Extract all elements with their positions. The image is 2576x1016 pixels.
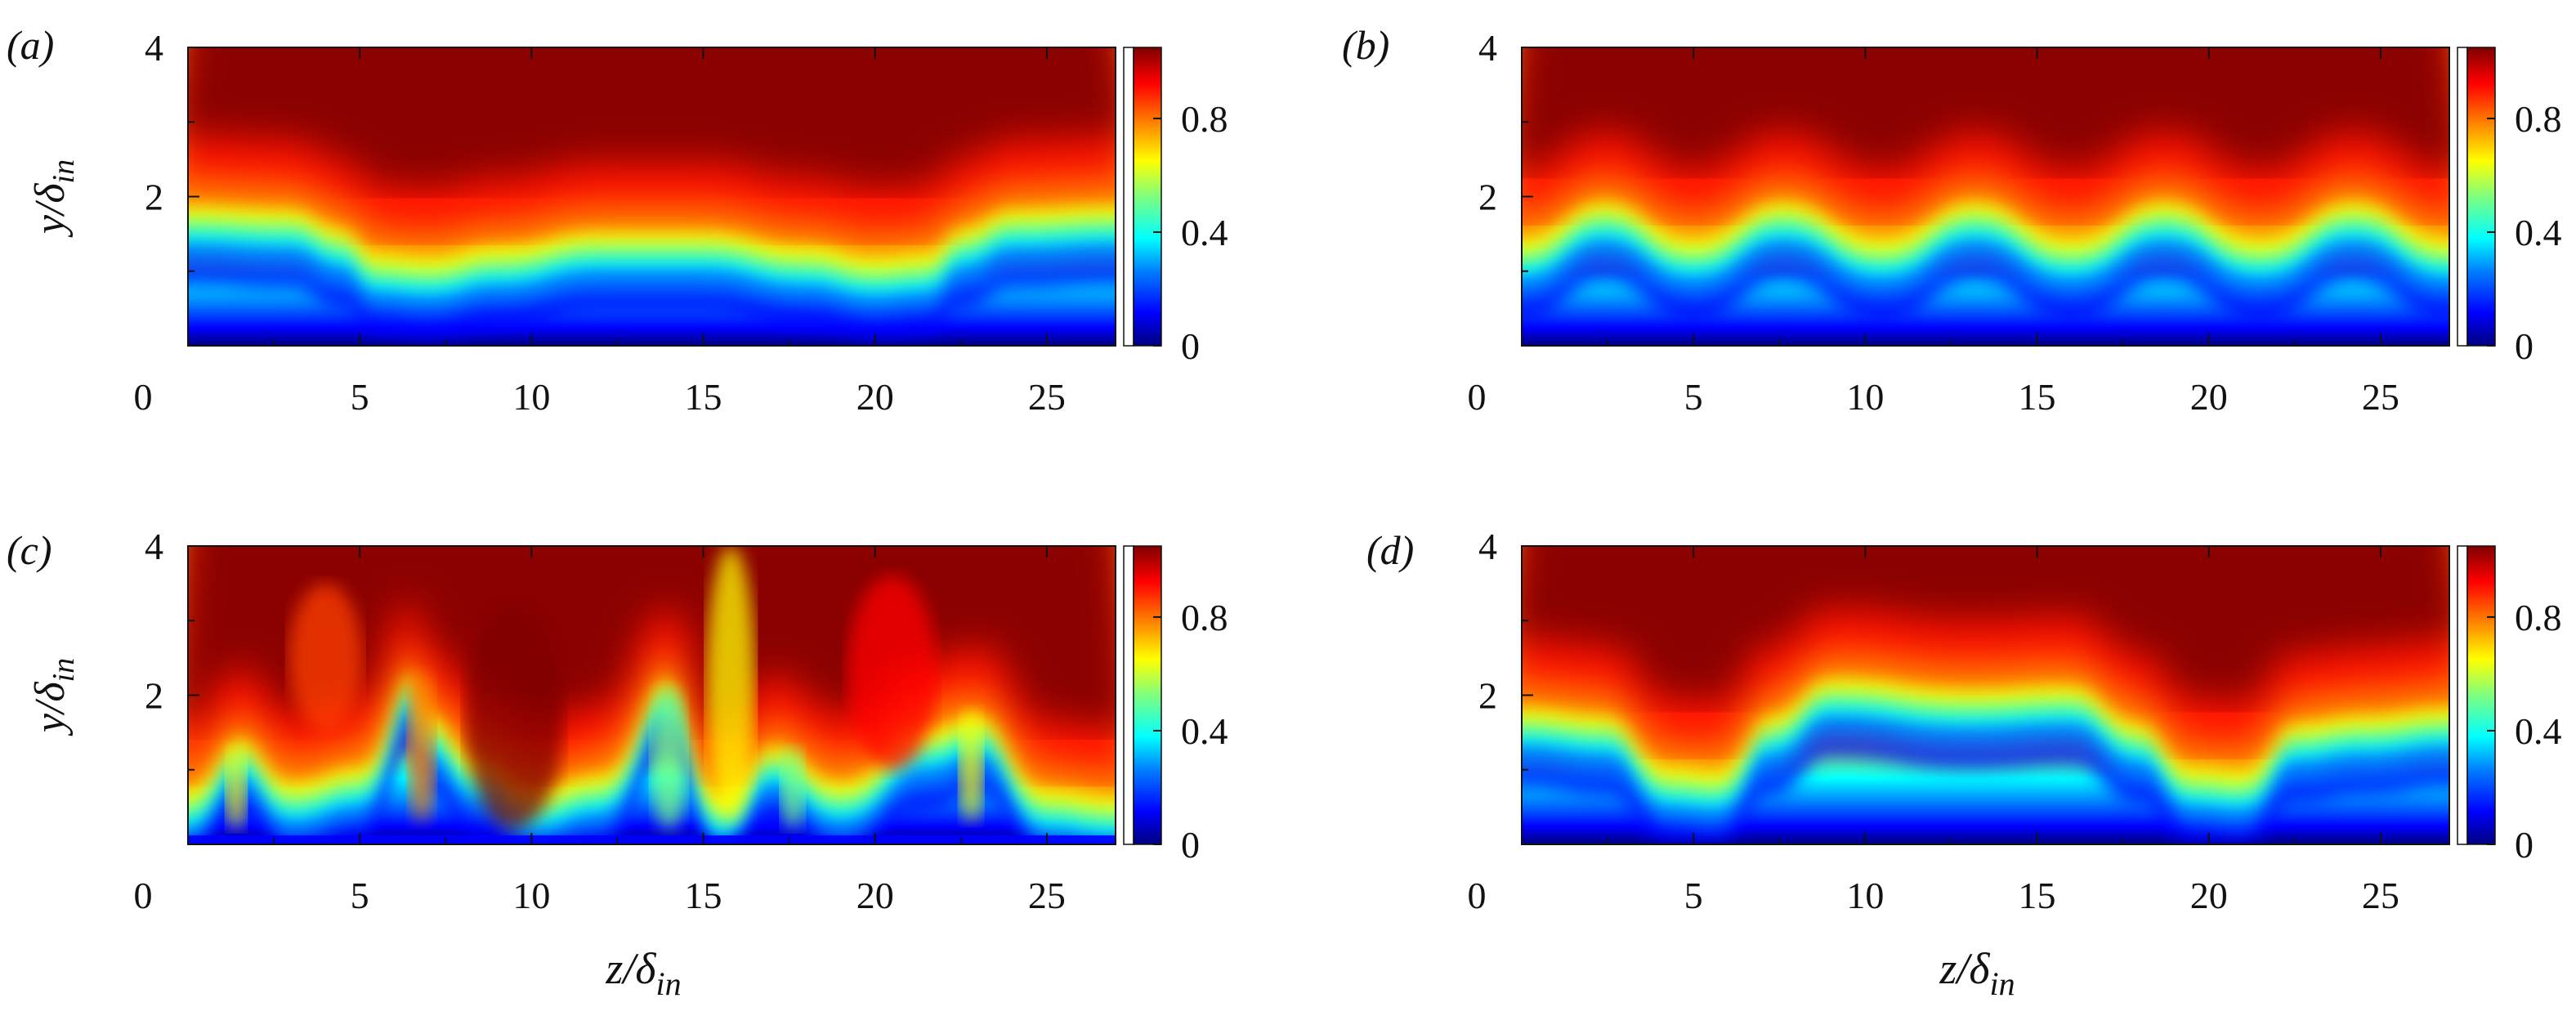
y-tick-label: 4 — [145, 526, 163, 567]
colorbar: 0.8 0.4 0 — [2457, 47, 2562, 367]
turbulent-streak — [959, 709, 984, 822]
x-tick-label: 25 — [2362, 376, 2399, 418]
x-tick-label: 10 — [1846, 875, 1884, 916]
colorbar: 0.8 0.4 0 — [1123, 47, 1228, 367]
x-tick-label: 10 — [1846, 376, 1884, 418]
wall-layer — [188, 835, 1116, 844]
panel-d: 0 5 10 15 20 25 4 2 0.8 0.4 0 (d) z/δin — [1366, 526, 2562, 1002]
x-tick-label: 25 — [1028, 875, 1066, 916]
y-tick-label: 4 — [1478, 27, 1497, 69]
turbulent-streak — [288, 583, 363, 733]
colorbar-gap — [2457, 47, 2468, 347]
colorbar-strip — [2466, 47, 2496, 347]
heatmap-field — [1522, 47, 2449, 346]
x-tick-label: 5 — [1684, 875, 1703, 916]
turbulent-streak — [780, 747, 805, 830]
x-tick-label: 20 — [856, 875, 894, 916]
y-tick-label: 2 — [1478, 675, 1497, 717]
x-tick-label: 5 — [351, 875, 369, 916]
x-tick-label: 15 — [685, 376, 722, 418]
y-axis-label: y/δin — [27, 658, 81, 736]
y-tick-label: 2 — [145, 675, 163, 717]
y-tick-label: 2 — [1478, 177, 1497, 218]
x-tick-label: 15 — [2019, 376, 2056, 418]
panel-label: (a) — [7, 22, 54, 68]
colorbar-gap — [1123, 47, 1134, 347]
y-tick-label: 4 — [145, 27, 163, 69]
colorbar-tick-label: 0.4 — [1181, 710, 1228, 752]
x-tick-label: 20 — [2190, 875, 2228, 916]
turbulent-streak — [847, 575, 937, 770]
colorbar-strip — [1133, 545, 1162, 845]
colorbar: 0.8 0.4 0 — [2457, 545, 2562, 866]
x-tick-label: 20 — [2190, 376, 2228, 418]
y-tick-label: 4 — [1478, 526, 1497, 567]
colorbar-tick-label: 0.8 — [1181, 597, 1228, 638]
colorbar-gap — [2457, 545, 2468, 845]
colorbar-strip — [1133, 47, 1162, 347]
x-tick-label: 5 — [1684, 376, 1703, 418]
panel-a: 0 5 10 15 20 25 4 2 0.8 0.4 0 (a) y/δin — [7, 22, 1228, 418]
turbulent-streak — [407, 673, 436, 822]
x-tick-label: 15 — [685, 875, 722, 916]
colorbar-tick-label: 0 — [1181, 824, 1200, 866]
x-axis-label: z/δin — [605, 944, 681, 1002]
colorbar-tick-label: 0.8 — [1181, 98, 1228, 140]
x-tick-label: 0 — [1468, 376, 1487, 418]
heatmap-field — [1522, 546, 2449, 844]
x-axis-label: z/δin — [1939, 944, 2015, 1002]
y-tick-label: 2 — [145, 177, 163, 218]
iso-band — [1522, 546, 2449, 703]
colorbar: 0.8 0.4 0 — [1123, 545, 1228, 866]
colorbar-tick-label: 0.4 — [1181, 212, 1228, 253]
x-tick-label: 25 — [2362, 875, 2399, 916]
x-tick-label: 15 — [2019, 875, 2056, 916]
x-tick-label: 0 — [134, 875, 153, 916]
colorbar-tick-label: 0.4 — [2515, 710, 2562, 752]
x-tick-label: 25 — [1028, 376, 1066, 418]
colorbar-tick-label: 0 — [2515, 824, 2534, 866]
x-tick-label: 0 — [1468, 875, 1487, 916]
panel-label: (d) — [1366, 527, 1414, 573]
turbulent-streak — [465, 606, 564, 830]
colorbar-gap — [1123, 545, 1134, 845]
panel-label: (b) — [1342, 22, 1389, 68]
panel-label: (c) — [7, 527, 52, 573]
x-tick-label: 10 — [512, 376, 550, 418]
colorbar-tick-label: 0 — [2515, 325, 2534, 367]
y-axis-label: y/δin — [27, 159, 81, 238]
x-tick-label: 0 — [134, 376, 153, 418]
colorbar-tick-label: 0.4 — [2515, 212, 2562, 253]
iso-band — [188, 47, 1116, 190]
turbulent-streak — [225, 747, 247, 830]
panel-b: 0 5 10 15 20 25 4 2 0.8 0.4 0 (b) — [1342, 22, 2562, 418]
panel-c: 0 5 10 15 20 25 4 2 0.8 0.4 0 (c) y/δin z/δin — [7, 526, 1228, 1002]
x-tick-label: 5 — [351, 376, 369, 418]
colorbar-tick-label: 0 — [1181, 325, 1200, 367]
heatmap-field — [188, 546, 1116, 844]
turbulent-streak — [651, 687, 688, 830]
colorbar-tick-label: 0.8 — [2515, 597, 2562, 638]
x-tick-label: 20 — [856, 376, 894, 418]
colorbar-tick-label: 0.8 — [2515, 98, 2562, 140]
x-tick-label: 10 — [512, 875, 550, 916]
heatmap-field — [188, 47, 1116, 346]
turbulent-streak — [706, 546, 756, 822]
iso-band — [1522, 47, 2449, 171]
colorbar-strip — [2466, 545, 2496, 845]
